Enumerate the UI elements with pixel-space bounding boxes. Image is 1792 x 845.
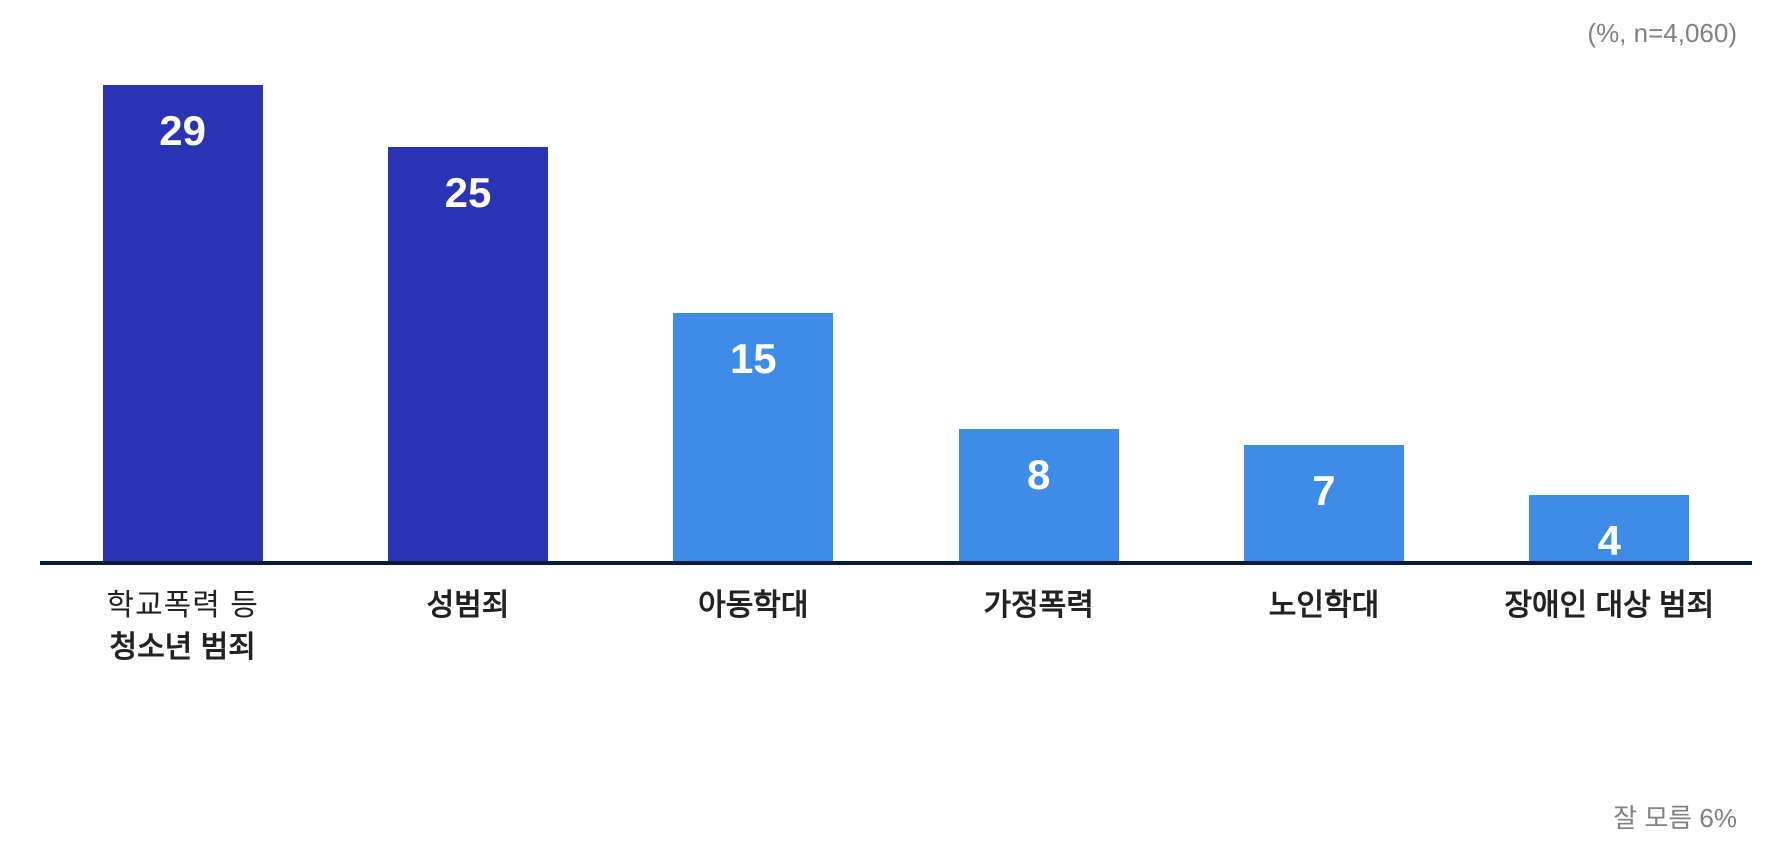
bar-label-5: 장애인 대상 범죄 xyxy=(1467,585,1752,669)
label-single: 노인학대 xyxy=(1181,585,1466,627)
bar-wrapper: 29 xyxy=(40,85,325,561)
bar-wrapper: 15 xyxy=(611,85,896,561)
bar-value: 4 xyxy=(1598,517,1621,565)
chart-annotation-bottom: 잘 모름 6% xyxy=(1613,798,1737,835)
bar-label-4: 노인학대 xyxy=(1181,585,1466,669)
label-single: 가정폭력 xyxy=(896,585,1181,627)
bar-wrapper: 7 xyxy=(1181,85,1466,561)
bar-5: 4 xyxy=(1529,495,1689,561)
bar-label-0: 학교폭력 등 청소년 범죄 xyxy=(40,585,325,669)
label-single: 장애인 대상 범죄 xyxy=(1467,585,1752,627)
bar-label-1: 성범죄 xyxy=(325,585,610,669)
bar-4: 7 xyxy=(1244,445,1404,561)
bar-value: 15 xyxy=(730,335,777,383)
bar-label-3: 가정폭력 xyxy=(896,585,1181,669)
chart-annotation-top: (%, n=4,060) xyxy=(1587,18,1737,49)
label-line1: 학교폭력 등 xyxy=(40,585,325,627)
bar-value: 8 xyxy=(1027,451,1050,499)
labels-container: 학교폭력 등 청소년 범죄 성범죄 아동학대 가정폭력 노인학대 장애인 대상 … xyxy=(40,585,1752,669)
chart-plot-area: 29 25 15 8 7 4 xyxy=(40,85,1752,565)
bar-value: 25 xyxy=(445,169,492,217)
label-single: 아동학대 xyxy=(611,585,896,627)
bar-3: 8 xyxy=(959,429,1119,561)
bar-1: 25 xyxy=(388,147,548,561)
bar-0: 29 xyxy=(103,85,263,561)
label-line2: 청소년 범죄 xyxy=(40,627,325,669)
bar-label-2: 아동학대 xyxy=(611,585,896,669)
bar-value: 29 xyxy=(159,107,206,155)
bar-value: 7 xyxy=(1312,467,1335,515)
bar-wrapper: 25 xyxy=(325,85,610,561)
bar-2: 15 xyxy=(673,313,833,561)
bars-container: 29 25 15 8 7 4 xyxy=(40,85,1752,561)
bar-wrapper: 4 xyxy=(1467,85,1752,561)
label-single: 성범죄 xyxy=(325,585,610,627)
bar-wrapper: 8 xyxy=(896,85,1181,561)
